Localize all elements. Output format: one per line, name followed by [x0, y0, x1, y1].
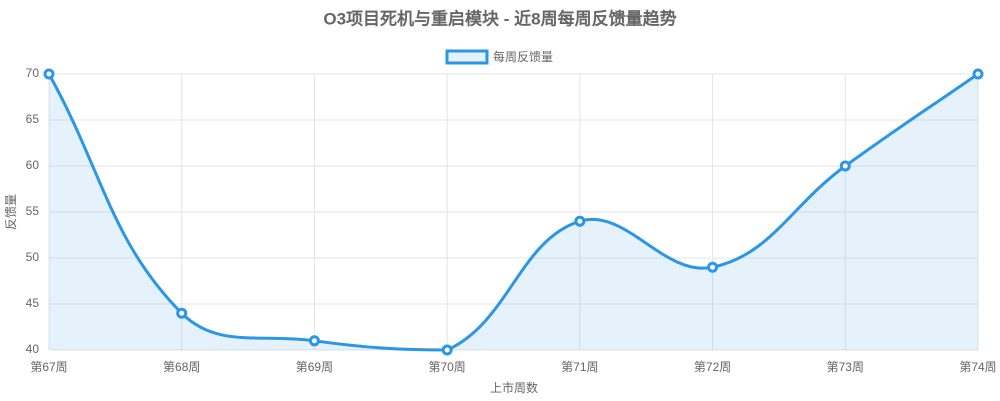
y-tick-label: 40 — [26, 342, 40, 356]
y-tick-label: 50 — [26, 250, 40, 264]
x-tick-label: 第72周 — [694, 360, 731, 374]
point — [574, 215, 586, 227]
x-axis-label: 上市周数 — [490, 380, 538, 395]
x-tick-label: 第73周 — [827, 360, 864, 374]
y-tick-label: 65 — [26, 112, 40, 126]
point — [972, 68, 984, 80]
x-tick-label: 第67周 — [30, 360, 67, 374]
legend-label: 每周反馈量 — [493, 49, 553, 64]
y-tick-label: 45 — [26, 296, 40, 310]
point — [176, 307, 188, 319]
x-tick-label: 第69周 — [296, 360, 333, 374]
point — [308, 335, 320, 347]
y-tick-label: 60 — [26, 158, 40, 172]
y-tick-label: 55 — [26, 204, 40, 218]
area — [49, 74, 978, 350]
point — [707, 261, 719, 273]
chart-title: O3项目死机与重启模块 - 近8周每周反馈量趋势 — [323, 8, 676, 28]
x-tick-label: 第74周 — [959, 360, 996, 374]
point — [441, 344, 453, 356]
point — [43, 68, 55, 80]
point — [839, 160, 851, 172]
y-axis-label: 反馈量 — [4, 194, 18, 230]
legend-swatch — [445, 49, 489, 65]
y-tick-label: 70 — [26, 66, 40, 80]
x-tick-label: 第68周 — [163, 360, 200, 374]
x-tick-label: 第70周 — [428, 360, 465, 374]
x-tick-label: 第71周 — [561, 360, 598, 374]
